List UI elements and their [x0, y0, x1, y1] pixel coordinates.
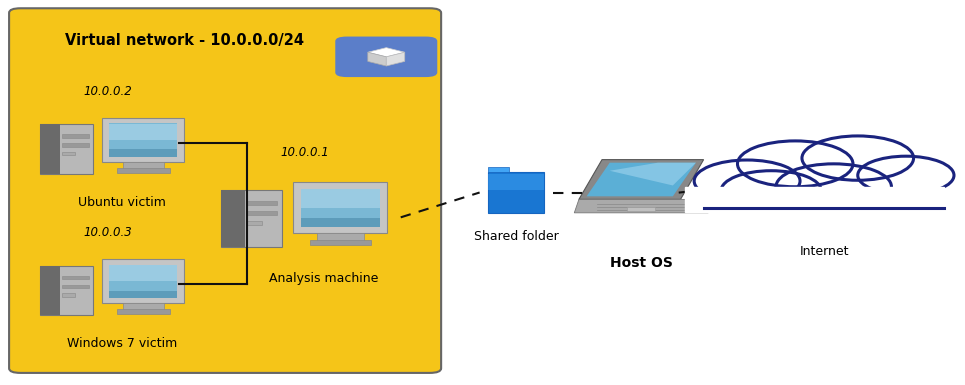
- Bar: [62, 276, 89, 279]
- Text: Host OS: Host OS: [610, 256, 673, 270]
- Circle shape: [737, 141, 853, 187]
- Bar: [222, 190, 244, 247]
- Circle shape: [858, 156, 954, 194]
- Polygon shape: [386, 52, 404, 66]
- FancyBboxPatch shape: [335, 37, 437, 77]
- FancyBboxPatch shape: [293, 182, 388, 233]
- Bar: [62, 285, 89, 288]
- Polygon shape: [368, 48, 404, 57]
- Polygon shape: [368, 52, 386, 66]
- Bar: [117, 168, 170, 172]
- Bar: [301, 189, 380, 227]
- FancyBboxPatch shape: [40, 266, 93, 315]
- Bar: [62, 293, 75, 296]
- Text: Shared folder: Shared folder: [474, 230, 559, 243]
- Bar: [62, 134, 89, 138]
- Bar: [109, 123, 178, 157]
- FancyBboxPatch shape: [40, 124, 93, 174]
- Text: Windows 7 victim: Windows 7 victim: [67, 337, 177, 350]
- Circle shape: [721, 171, 821, 211]
- Bar: [247, 211, 278, 216]
- FancyBboxPatch shape: [9, 8, 441, 373]
- Bar: [109, 265, 178, 281]
- Polygon shape: [579, 160, 703, 199]
- Bar: [310, 240, 371, 245]
- Bar: [40, 266, 60, 315]
- Text: 10.0.0.3: 10.0.0.3: [83, 226, 132, 239]
- FancyBboxPatch shape: [102, 259, 184, 303]
- Bar: [109, 124, 178, 140]
- Bar: [62, 152, 75, 155]
- Text: Ubuntu victim: Ubuntu victim: [78, 196, 166, 209]
- Bar: [247, 201, 278, 205]
- Circle shape: [776, 164, 892, 210]
- Bar: [117, 310, 170, 314]
- Bar: [123, 303, 164, 310]
- Bar: [301, 218, 380, 227]
- Bar: [109, 291, 178, 298]
- FancyBboxPatch shape: [222, 190, 283, 247]
- FancyBboxPatch shape: [488, 172, 544, 213]
- Text: 10.0.0.1: 10.0.0.1: [281, 146, 329, 159]
- Polygon shape: [574, 199, 708, 213]
- Text: 10.0.0.2: 10.0.0.2: [83, 85, 132, 98]
- Bar: [62, 143, 89, 147]
- Polygon shape: [587, 163, 696, 196]
- Bar: [40, 124, 60, 174]
- Text: Analysis machine: Analysis machine: [269, 272, 378, 285]
- Bar: [317, 233, 364, 241]
- Bar: [109, 265, 178, 298]
- Bar: [684, 187, 945, 212]
- Circle shape: [694, 160, 800, 202]
- Bar: [247, 221, 262, 225]
- Polygon shape: [610, 163, 696, 186]
- Bar: [627, 207, 655, 211]
- Circle shape: [802, 136, 914, 180]
- Bar: [301, 189, 380, 208]
- Text: Internet: Internet: [799, 245, 849, 258]
- FancyBboxPatch shape: [102, 118, 184, 162]
- Bar: [488, 174, 544, 191]
- Polygon shape: [488, 167, 510, 172]
- Bar: [123, 162, 164, 169]
- Text: Virtual network - 10.0.0.0/24: Virtual network - 10.0.0.0/24: [65, 33, 304, 48]
- Bar: [109, 149, 178, 157]
